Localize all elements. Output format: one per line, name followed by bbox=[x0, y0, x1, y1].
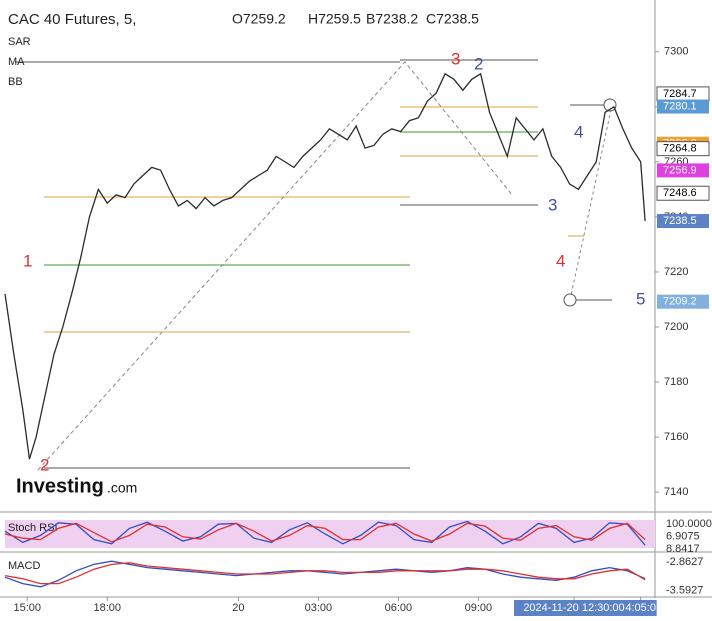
price-label: 7264.8 bbox=[663, 143, 697, 155]
wave-label: 4 bbox=[556, 251, 565, 270]
y-tick-label: 7200 bbox=[664, 321, 688, 333]
line bbox=[4, 522, 646, 543]
indicator-label[interactable]: SAR bbox=[8, 36, 31, 48]
annotations: 1 2 3 2 3 4 4 5 bbox=[23, 49, 645, 474]
readout: -2.8627 bbox=[666, 556, 703, 568]
pane-title: Stoch RSI bbox=[8, 522, 58, 534]
x-tick-label: 09:00 bbox=[465, 602, 493, 614]
wave-label: 2 bbox=[474, 54, 483, 73]
price-label: 7248.6 bbox=[663, 187, 697, 199]
wave-label: 1 bbox=[23, 251, 32, 270]
readout: 6.9075 bbox=[666, 531, 700, 543]
ohlc: C7238.5 bbox=[426, 11, 479, 27]
x-tick-label: 2024-11-20 12:30:00 bbox=[523, 602, 624, 614]
x-tick-label: 06:00 bbox=[385, 602, 413, 614]
line bbox=[4, 560, 646, 588]
x-tick-label: 20 bbox=[232, 602, 244, 614]
price-label: 7238.5 bbox=[663, 215, 697, 227]
y-tick-label: 7160 bbox=[664, 431, 688, 443]
crosshair-box bbox=[626, 600, 657, 616]
x-tick-label: 4:05:0 bbox=[625, 602, 656, 614]
y-tick-label: 7180 bbox=[664, 376, 688, 388]
wave-label: 4 bbox=[574, 122, 583, 141]
price-label-box bbox=[656, 185, 710, 201]
readout: -3.5927 bbox=[666, 585, 703, 597]
line bbox=[4, 72, 646, 460]
handle[interactable] bbox=[563, 293, 577, 307]
logo-suffix: .com bbox=[107, 480, 137, 496]
line bbox=[4, 520, 646, 546]
readout: 100.0000 bbox=[666, 518, 712, 530]
price-label-box bbox=[657, 99, 709, 114]
price-label: 7280.1 bbox=[663, 100, 697, 112]
crosshair-box bbox=[513, 600, 632, 616]
x-tick-label: 03:00 bbox=[305, 602, 333, 614]
wave-label: 3 bbox=[451, 49, 460, 68]
price-label-box bbox=[657, 294, 709, 309]
stoch-band bbox=[5, 520, 655, 548]
y-tick-label: 7300 bbox=[664, 46, 688, 58]
wave-label: 3 bbox=[548, 195, 557, 214]
price-label-box bbox=[657, 163, 709, 178]
price-label: 7256.9 bbox=[663, 164, 697, 176]
price-label: 7209.2 bbox=[663, 296, 697, 308]
readout: 8.8417 bbox=[666, 543, 700, 555]
price-label-box bbox=[657, 214, 709, 229]
y-tick-label: 7140 bbox=[664, 486, 688, 498]
wave-label: 2 bbox=[40, 455, 49, 474]
ohlc: H7259.5 bbox=[308, 11, 361, 27]
pane-title: MACD bbox=[8, 560, 40, 572]
symbol: CAC 40 Futures, 5, bbox=[8, 11, 136, 28]
x-tick-label: 18:00 bbox=[93, 602, 121, 614]
price-label: 7284.7 bbox=[663, 88, 697, 100]
indicator-label[interactable]: MA bbox=[8, 56, 25, 68]
wave-label: 5 bbox=[636, 289, 645, 308]
ohlc: B7238.2 bbox=[366, 11, 418, 27]
y-tick-label: 7220 bbox=[664, 266, 688, 278]
levels bbox=[15, 59, 617, 471]
wave-line bbox=[37, 61, 514, 471]
indicator-label[interactable]: BB bbox=[8, 76, 23, 88]
logo: Investing bbox=[16, 475, 104, 497]
ohlc: O7259.2 bbox=[232, 11, 286, 27]
line bbox=[4, 562, 646, 585]
price-label-box bbox=[656, 141, 710, 157]
x-tick-label: 15:00 bbox=[13, 602, 41, 614]
